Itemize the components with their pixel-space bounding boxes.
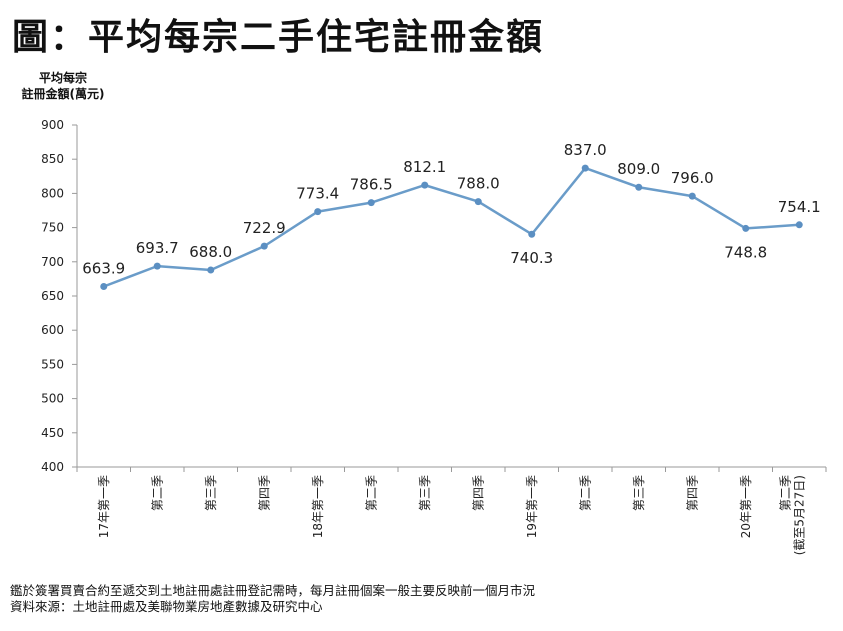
series-line bbox=[103, 166, 800, 288]
data-label: 773.4 bbox=[296, 185, 339, 203]
x-tick-label: 第四季 bbox=[471, 475, 485, 511]
y-tick-label: 750 bbox=[41, 221, 64, 235]
footnote-source: 資料來源：土地註冊處及美聯物業房地產數據及研究中心 bbox=[10, 599, 323, 614]
data-label: 663.9 bbox=[82, 259, 125, 277]
data-point bbox=[367, 199, 375, 207]
x-tick-label: 第二季 bbox=[364, 475, 378, 511]
data-point bbox=[314, 208, 322, 216]
y-tick-label: 850 bbox=[41, 152, 64, 166]
x-tick-label: 第二季 bbox=[578, 475, 592, 511]
data-point bbox=[260, 242, 268, 250]
footnote: 鑑於簽署買賣合約至遞交到土地註冊處註冊登記需時，每月註冊個案一般主要反映前一個月… bbox=[10, 583, 535, 615]
data-label: 688.0 bbox=[189, 243, 232, 261]
x-tick-label: 第三季 bbox=[632, 475, 646, 511]
x-tick-label: 第二季 bbox=[778, 475, 792, 511]
data-label: 812.1 bbox=[403, 158, 446, 176]
data-label: 809.0 bbox=[617, 160, 660, 178]
y-axis-label-line-2: 註冊金額(萬元) bbox=[21, 87, 105, 101]
x-tick-label: 第四季 bbox=[257, 475, 271, 511]
data-label: 722.9 bbox=[243, 219, 286, 237]
y-tick-label: 700 bbox=[41, 255, 64, 269]
data-point bbox=[795, 221, 803, 229]
data-point bbox=[474, 198, 482, 206]
data-point bbox=[635, 183, 643, 191]
footnote-note: 鑑於簽署買賣合約至遞交到土地註冊處註冊登記需時，每月註冊個案一般主要反映前一個月… bbox=[10, 583, 536, 598]
x-tick-label: 19年第一季 bbox=[525, 475, 539, 538]
data-point bbox=[153, 262, 161, 270]
y-axis-label-line-1: 平均每宗 bbox=[38, 71, 87, 85]
data-label: 693.7 bbox=[136, 239, 179, 257]
x-tick-label: (截至5月27日) bbox=[792, 475, 806, 555]
y-tick-label: 500 bbox=[41, 392, 64, 406]
y-axis-label: 平均每宗 註冊金額(萬元) bbox=[8, 70, 118, 102]
x-tick-label: 第三季 bbox=[204, 475, 218, 511]
y-tick-label: 900 bbox=[41, 118, 64, 132]
x-tick-label: 20年第一季 bbox=[739, 475, 753, 538]
data-point bbox=[421, 181, 429, 189]
data-point bbox=[207, 266, 215, 274]
y-tick-label: 450 bbox=[41, 426, 64, 440]
y-tick-label: 650 bbox=[41, 289, 64, 303]
data-label: 796.0 bbox=[671, 169, 714, 187]
data-point bbox=[688, 192, 696, 200]
y-tick-label: 400 bbox=[41, 460, 64, 474]
y-tick-label: 800 bbox=[41, 186, 64, 200]
data-label: 786.5 bbox=[350, 176, 393, 194]
y-tick-label: 550 bbox=[41, 357, 64, 371]
line-chart: 400 450 500 550 600 650 700 750 800 850 900 17年第一季 第… bbox=[41, 118, 827, 555]
data-point bbox=[581, 164, 589, 172]
data-label: 740.3 bbox=[510, 249, 553, 267]
data-point bbox=[528, 230, 536, 238]
data-label: 754.1 bbox=[778, 198, 821, 216]
data-point bbox=[742, 224, 750, 232]
x-tick-label: 18年第一季 bbox=[311, 475, 325, 538]
data-label: 837.0 bbox=[564, 141, 607, 159]
x-tick-label: 第二季 bbox=[150, 475, 164, 511]
y-tick-label: 600 bbox=[41, 323, 64, 337]
chart-title: 圖：平均每宗二手住宅註冊金額 bbox=[12, 17, 545, 58]
x-tick-label: 17年第一季 bbox=[97, 475, 111, 538]
x-tick-label: 第四季 bbox=[685, 475, 699, 511]
data-label: 788.0 bbox=[457, 175, 500, 193]
data-label: 748.8 bbox=[724, 243, 767, 261]
data-point bbox=[100, 282, 108, 290]
x-tick-label: 第三季 bbox=[418, 475, 432, 511]
